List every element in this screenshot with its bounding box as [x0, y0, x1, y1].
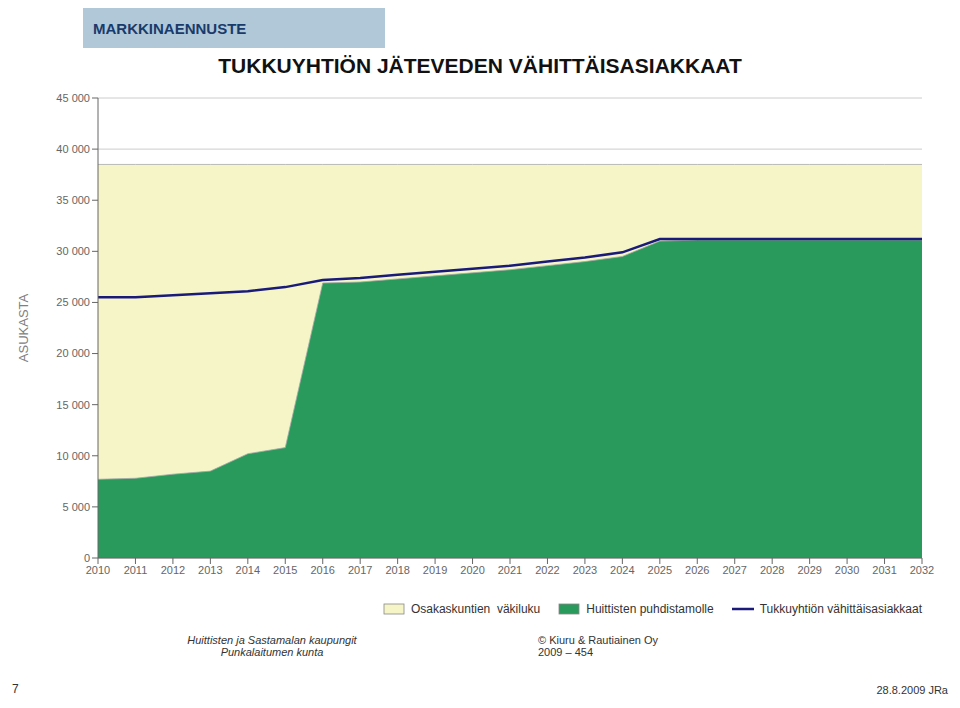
svg-text:2012: 2012 [161, 564, 185, 576]
svg-text:2010: 2010 [86, 564, 110, 576]
svg-text:2025: 2025 [648, 564, 672, 576]
html-text:MARKKINAENNUSTE: MARKKINAENNUSTE [93, 19, 247, 37]
svg-text:40 000: 40 000 [56, 143, 90, 155]
html-text:Tukkuyhtiön vähittäisasiakkaat: Tukkuyhtiön vähittäisasiakkaat [759, 602, 922, 616]
svg-text:2028: 2028 [760, 564, 784, 576]
svg-text:2018: 2018 [385, 564, 409, 576]
svg-text:35 000: 35 000 [56, 194, 90, 206]
html-text:Huittisten ja Sastamalan kaupu: Huittisten ja Sastamalan kaupungit [187, 634, 357, 646]
svg-text:15 000: 15 000 [56, 399, 90, 411]
svg-text:2015: 2015 [273, 564, 297, 576]
svg-text:10 000: 10 000 [56, 450, 90, 462]
svg-text:ASUKASTA: ASUKASTA [16, 293, 31, 362]
html-text:Punkalaitumen kunta: Punkalaitumen kunta [220, 646, 324, 658]
svg-text:0: 0 [84, 552, 90, 564]
svg-text:2032: 2032 [910, 564, 934, 576]
svg-text:20 000: 20 000 [56, 347, 90, 359]
svg-text:45 000: 45 000 [56, 92, 90, 104]
html-text:7: 7 [12, 682, 19, 696]
svg-text:2027: 2027 [722, 564, 746, 576]
svg-text:2024: 2024 [610, 564, 634, 576]
svg-text:30 000: 30 000 [56, 245, 90, 257]
svg-text:2022: 2022 [535, 564, 559, 576]
svg-text:2023: 2023 [573, 564, 597, 576]
svg-text:5 000: 5 000 [62, 501, 90, 513]
html-text:Huittisten puhdistamolle: Huittisten puhdistamolle [586, 602, 714, 616]
html-text:28.8.2009 JRa: 28.8.2009 JRa [876, 684, 948, 696]
svg-text:2030: 2030 [835, 564, 859, 576]
html-text:© Kiuru & Rautiainen Oy: © Kiuru & Rautiainen Oy [538, 634, 658, 646]
svg-text:2029: 2029 [797, 564, 821, 576]
svg-text:2020: 2020 [460, 564, 484, 576]
svg-text:2017: 2017 [348, 564, 372, 576]
svg-text:2021: 2021 [498, 564, 522, 576]
svg-text:2019: 2019 [423, 564, 447, 576]
svg-text:25 000: 25 000 [56, 296, 90, 308]
html-text:TUKKUYHTIÖN JÄTEVEDEN VÄHITTÄI: TUKKUYHTIÖN JÄTEVEDEN VÄHITTÄISASIAKKAAT [218, 54, 742, 77]
svg-text:2016: 2016 [310, 564, 334, 576]
svg-text:2013: 2013 [198, 564, 222, 576]
svg-text:2031: 2031 [872, 564, 896, 576]
html-text:Osakaskuntien väkiluku: Osakaskuntien väkiluku [410, 602, 541, 616]
svg-text:2014: 2014 [236, 564, 260, 576]
html-text:2009 – 454: 2009 – 454 [538, 646, 594, 658]
svg-text:2011: 2011 [124, 564, 148, 576]
svg-text:2026: 2026 [685, 564, 709, 576]
